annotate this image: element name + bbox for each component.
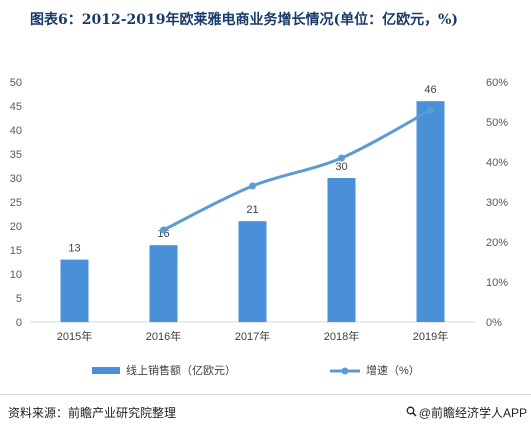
growth-point <box>160 226 167 234</box>
bar <box>327 178 356 322</box>
y-left-tick-label: 20 <box>10 221 22 233</box>
bar-data-label: 30 <box>335 161 347 173</box>
y-left-tick-label: 30 <box>10 173 22 185</box>
growth-point <box>338 154 345 162</box>
bar <box>60 259 89 322</box>
y-left-tick-label: 35 <box>10 149 22 161</box>
legend-bar-swatch <box>92 367 120 374</box>
y-right-tick-label: 10% <box>486 277 508 289</box>
y-right-tick-label: 30% <box>486 197 508 209</box>
y-right-tick-label: 0% <box>486 317 502 329</box>
bar-data-label: 13 <box>68 243 80 255</box>
legend-bar-label: 线上销售额（亿欧元） <box>126 363 236 377</box>
chart-title: 图表6：2012-2019年欧莱雅电商业务增长情况(单位：亿欧元，%) <box>30 12 459 28</box>
brand-text: @前瞻经济学人APP <box>418 406 527 420</box>
legend-line-marker <box>341 367 349 375</box>
y-left-tick-label: 40 <box>10 125 22 137</box>
y-right-tick-label: 40% <box>486 157 508 169</box>
y-right-tick-label: 60% <box>486 77 508 89</box>
bar-data-label: 21 <box>246 204 258 216</box>
x-axis: 2015年 2016年 2017年 2018年 2019年 <box>57 329 448 343</box>
footer-divider <box>0 394 531 395</box>
x-tick-label: 2018年 <box>324 329 359 343</box>
x-tick-label: 2017年 <box>235 329 270 343</box>
line-series <box>160 106 434 234</box>
y-left-tick-label: 15 <box>10 245 22 257</box>
bar <box>149 245 178 322</box>
y-right-axis: 0% 10% 20% 30% 40% 50% 60% <box>486 77 508 329</box>
y-right-tick-label: 20% <box>486 237 508 249</box>
y-left-tick-label: 5 <box>16 293 22 305</box>
x-tick-label: 2016年 <box>146 329 181 343</box>
y-left-tick-label: 10 <box>10 269 22 281</box>
legend-line-label: 增速（%） <box>366 363 420 377</box>
legend: 线上销售额（亿欧元） 增速（%） <box>92 363 420 377</box>
y-left-tick-label: 45 <box>10 101 22 113</box>
bar <box>238 221 267 322</box>
y-left-tick-label: 0 <box>16 317 22 329</box>
bar <box>416 101 445 322</box>
growth-point <box>427 106 434 114</box>
bar-data-label: 46 <box>424 84 436 96</box>
x-tick-label: 2019年 <box>413 329 448 343</box>
source-note: 资料来源：前瞻产业研究院整理 <box>8 406 177 420</box>
footer: 资料来源：前瞻产业研究院整理 @前瞻经济学人APP <box>0 396 531 426</box>
brand: @前瞻经济学人APP <box>406 404 527 421</box>
y-left-tick-label: 50 <box>10 77 22 89</box>
magnifier-icon <box>406 406 417 420</box>
y-left-axis: 0 5 10 15 20 25 30 35 40 45 50 <box>10 77 22 329</box>
x-tick-label: 2015年 <box>57 329 92 343</box>
y-left-tick-label: 25 <box>10 197 22 209</box>
combo-chart: 0 5 10 15 20 25 30 35 40 45 50 0% 10% 20% 30% 40% 50% 60… <box>10 77 508 377</box>
growth-point <box>249 182 256 190</box>
y-right-tick-label: 50% <box>486 117 508 129</box>
bar-series <box>60 101 445 322</box>
growth-line <box>162 108 432 232</box>
